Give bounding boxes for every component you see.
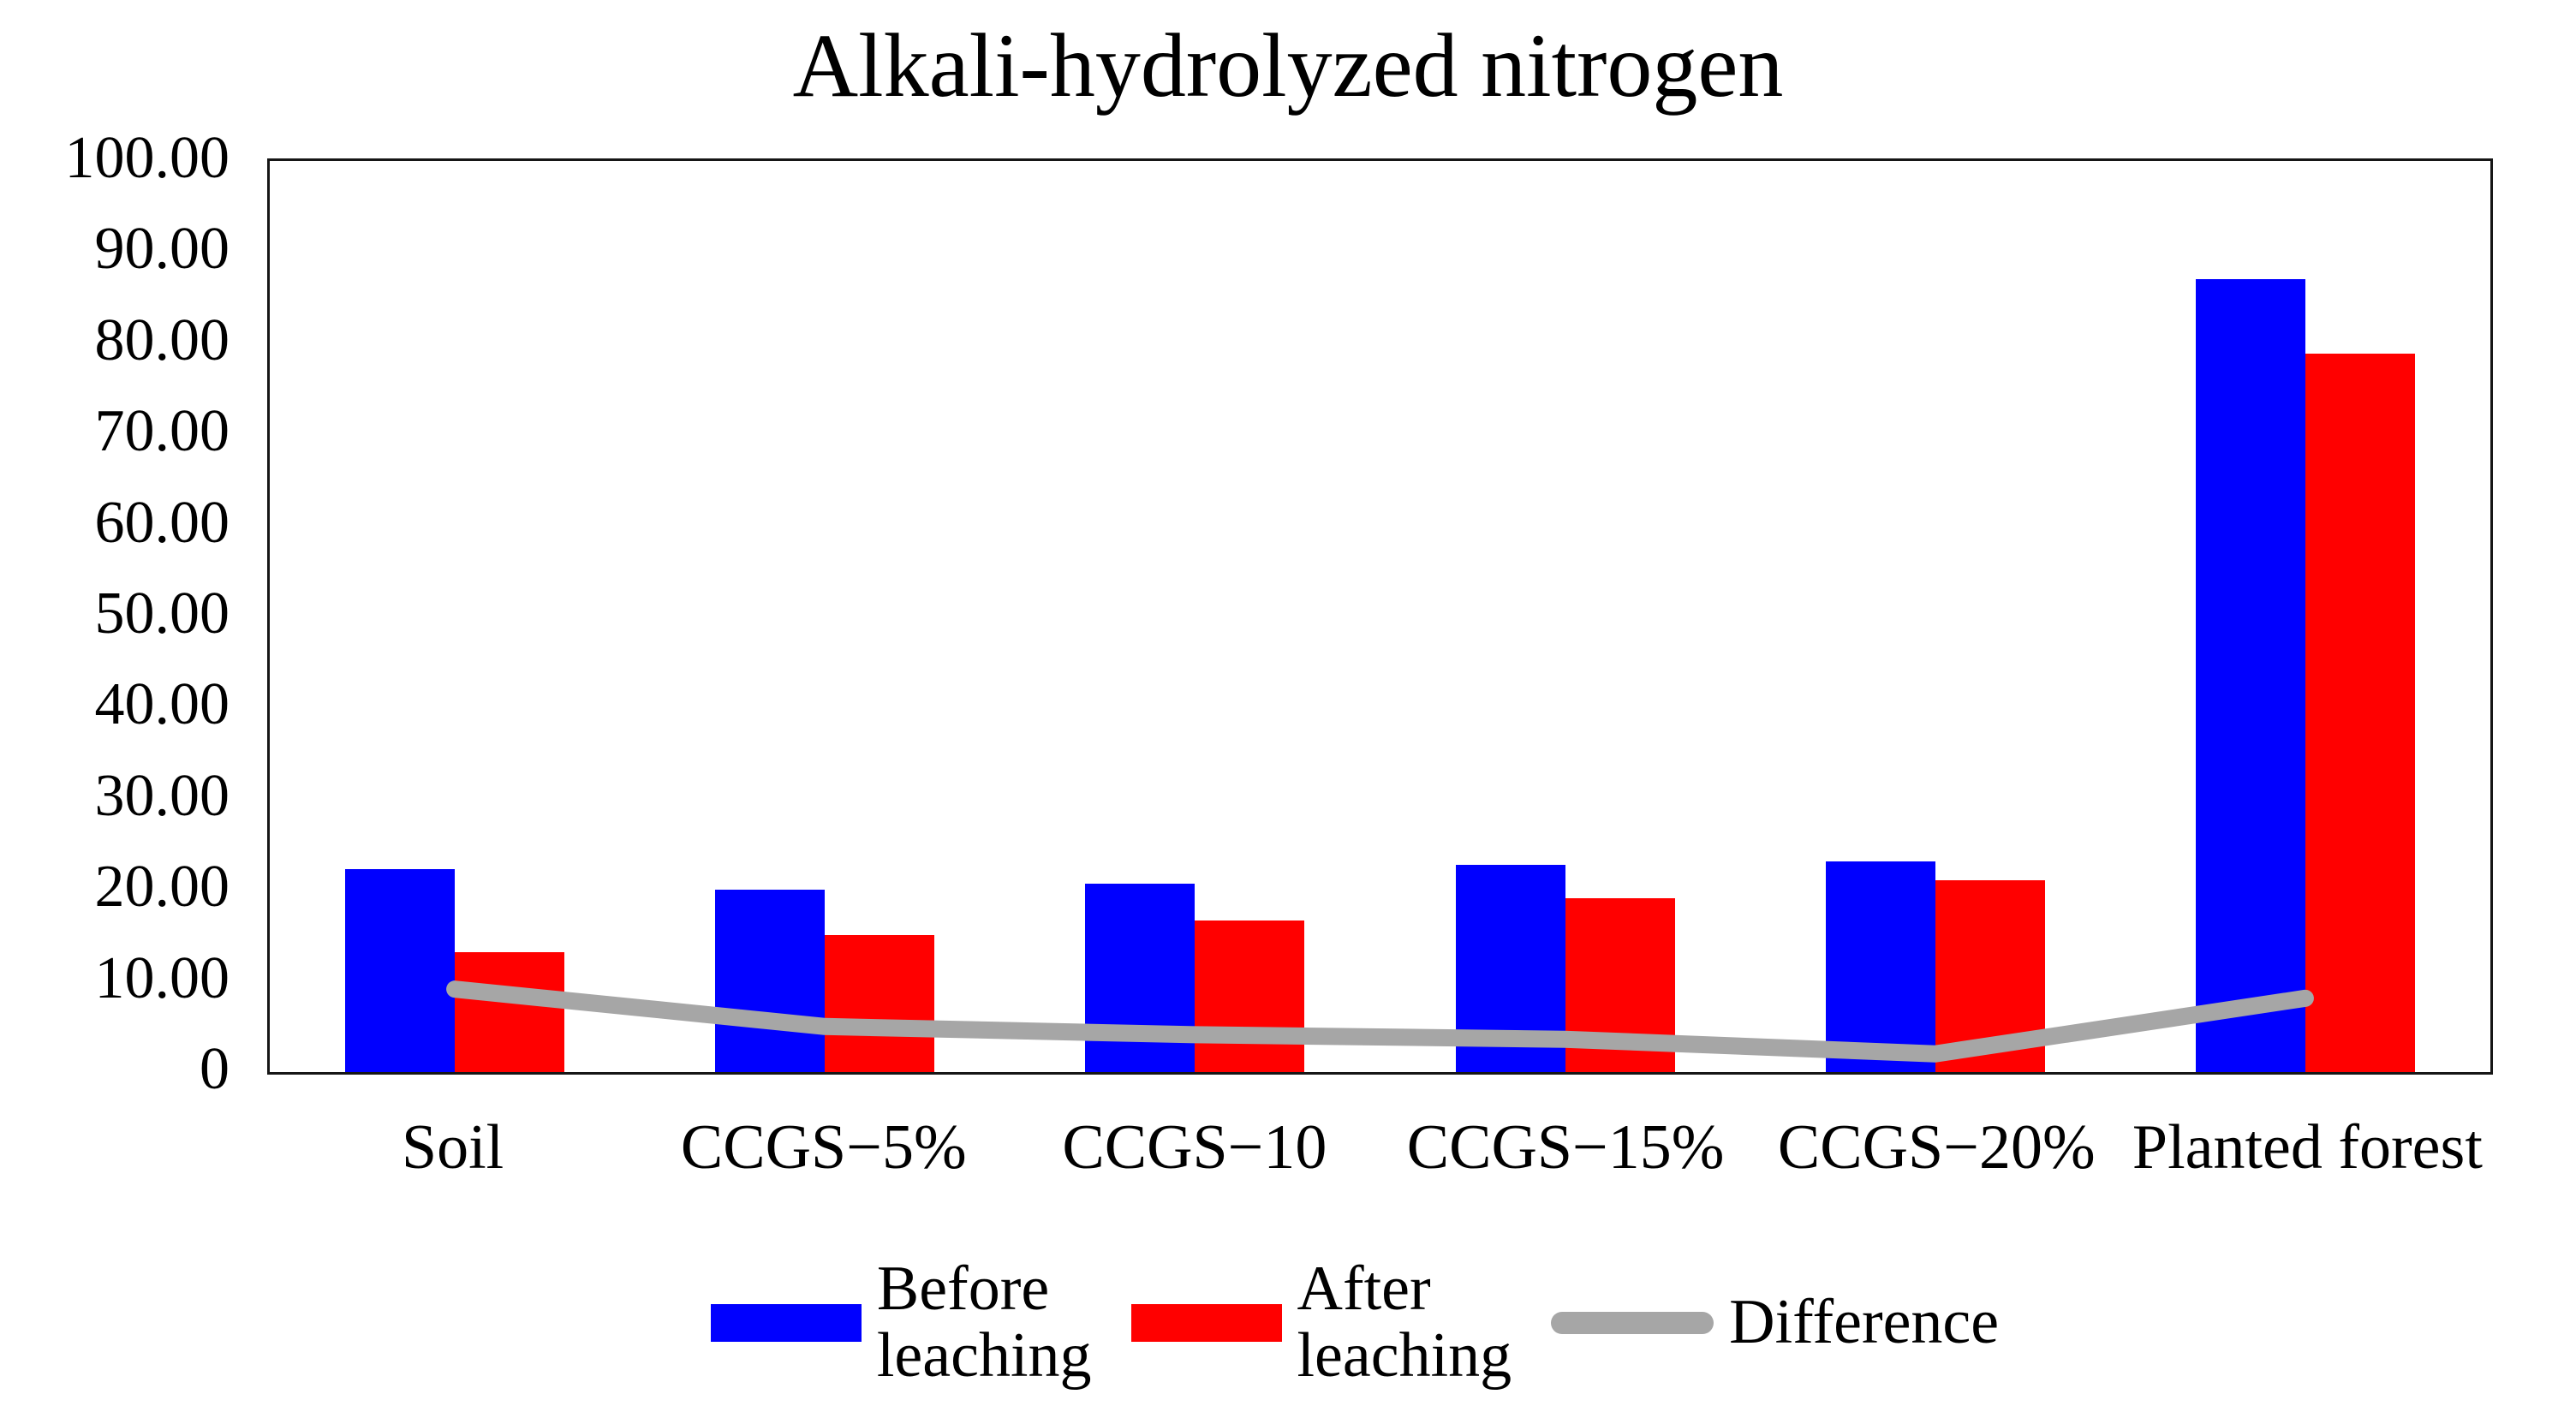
legend-swatch-after-leaching: [1130, 1303, 1282, 1342]
chart-title: Alkali-hydrolyzed nitrogen: [792, 15, 1784, 116]
legend: Before leaching After leaching Difference: [134, 1254, 2576, 1391]
y-tick-label-70: 70.00: [94, 398, 230, 465]
y-tick-label-30: 30.00: [94, 762, 230, 829]
bar-before-leaching-6: [2195, 279, 2305, 1072]
y-tick-label-20: 20.00: [94, 854, 230, 921]
x-tick-label-3: CCGS−10: [1062, 1112, 1327, 1183]
y-tick-label-40: 40.00: [94, 671, 230, 738]
bar-after-leaching-3: [1195, 921, 1305, 1072]
y-tick-label-90: 90.00: [94, 216, 230, 283]
bar-before-leaching-5: [1825, 861, 1935, 1072]
difference-line-layer: [446, 980, 2314, 1063]
bar-before-leaching-1: [345, 868, 456, 1072]
legend-entry-before-leaching: Before leaching: [710, 1254, 1092, 1391]
bar-after-leaching-2: [825, 935, 935, 1072]
legend-label-before-leaching: Before leaching: [876, 1254, 1092, 1391]
legend-label-after-leaching: After leaching: [1297, 1254, 1512, 1391]
legend-swatch-before-leaching: [710, 1303, 862, 1342]
x-tick-label-4: CCGS−15%: [1406, 1112, 1725, 1183]
y-tick-label-60: 60.00: [94, 489, 230, 556]
y-tick-label-100: 100.00: [64, 125, 230, 191]
legend-entry-difference: Difference: [1551, 1286, 2000, 1357]
legend-entry-after-leaching: After leaching: [1130, 1254, 1512, 1391]
bar-after-leaching-6: [2305, 353, 2415, 1072]
bar-after-leaching-1: [455, 951, 565, 1072]
plot-area: [267, 158, 2493, 1075]
legend-swatch-difference: [1551, 1311, 1714, 1334]
difference-line: [446, 980, 2314, 1063]
x-tick-label-5: CCGS−20%: [1777, 1112, 2096, 1183]
bar-before-leaching-2: [715, 890, 826, 1072]
y-tick-label-80: 80.00: [94, 307, 230, 373]
y-tick-label-50: 50.00: [94, 581, 230, 646]
legend-label-difference: Difference: [1729, 1286, 2000, 1357]
y-tick-label-10: 10.00: [94, 944, 230, 1011]
x-tick-label-6: Planted forest: [2132, 1112, 2483, 1183]
x-tick-label-1: Soil: [401, 1112, 504, 1183]
y-tick-label-0: 0: [200, 1036, 230, 1102]
x-tick-label-2: CCGS−5%: [680, 1112, 967, 1183]
